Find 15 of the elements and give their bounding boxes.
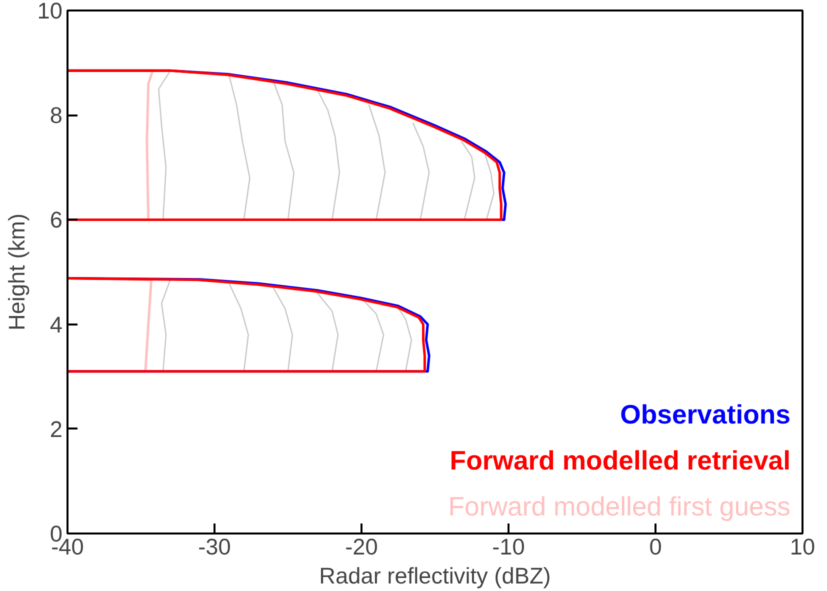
x-axis-title: Radar reflectivity (dBZ) (319, 562, 551, 588)
x-tick-label: -20 (345, 534, 378, 560)
y-tick-label: 4 (50, 311, 63, 338)
y-tick-label: 6 (50, 206, 63, 233)
x-tick-label: -30 (198, 534, 231, 560)
y-tick-label: 8 (50, 102, 63, 128)
x-tick-label: 0 (649, 534, 662, 560)
y-axis-title: Height (km) (3, 213, 30, 331)
y-tick-label: 2 (50, 416, 63, 442)
x-tick-label: 10 (790, 534, 816, 560)
x-tick-label: -10 (492, 534, 525, 560)
text: Forward modelled retrieval (450, 446, 791, 476)
y-tick-label: 10 (37, 0, 62, 24)
text: Forward modelled first guess (448, 492, 791, 522)
text: Observations (620, 400, 791, 430)
